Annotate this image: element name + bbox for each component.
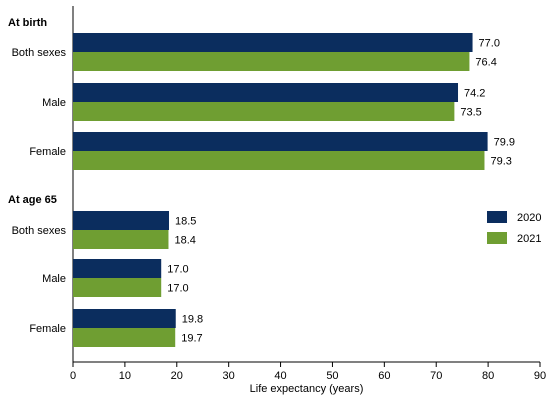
data-label: 77.0 (479, 38, 500, 50)
bar-2021 (73, 151, 485, 170)
legend-swatch-2020 (487, 211, 507, 223)
bar-2020 (73, 211, 169, 230)
x-tick-label: 80 (482, 370, 494, 382)
x-axis-title: Life expectancy (years) (250, 383, 364, 395)
x-tick-label: 10 (119, 370, 131, 382)
x-tick-label: 70 (430, 370, 442, 382)
x-tick-label: 40 (274, 370, 286, 382)
data-label: 73.5 (460, 107, 481, 119)
data-label: 79.3 (490, 156, 511, 168)
bar-2021 (73, 102, 455, 121)
bar-2021 (73, 52, 470, 71)
bar-2020 (73, 132, 488, 151)
data-label: 79.9 (494, 137, 515, 149)
x-tick-label: 0 (70, 370, 76, 382)
group-label: At age 65 (8, 194, 57, 206)
bar-2021 (73, 328, 176, 347)
category-label: Both sexes (12, 47, 67, 59)
category-label: Male (42, 273, 66, 285)
category-label: Male (42, 97, 66, 109)
bar-2020 (73, 83, 459, 102)
x-tick-label: 30 (223, 370, 235, 382)
data-label: 74.2 (464, 88, 485, 100)
bar-2020 (73, 309, 176, 328)
bar-2021 (73, 278, 162, 297)
category-label: Female (29, 323, 66, 335)
data-label: 18.4 (174, 235, 195, 247)
data-label: 17.0 (167, 264, 188, 276)
data-label: 19.7 (181, 333, 202, 345)
legend-label: 2021 (517, 233, 541, 245)
bar-2020 (73, 33, 473, 52)
x-tick-label: 50 (326, 370, 338, 382)
x-tick-label: 20 (171, 370, 183, 382)
x-tick-label: 60 (378, 370, 390, 382)
legend-label: 2020 (517, 212, 541, 224)
bar-2021 (73, 230, 169, 249)
data-label: 18.5 (175, 216, 196, 228)
x-tick-label: 90 (534, 370, 546, 382)
group-label: At birth (8, 17, 47, 29)
data-label: 17.0 (167, 283, 188, 295)
legend-swatch-2021 (487, 232, 507, 244)
data-label: 76.4 (475, 57, 496, 69)
plot-area: At birth Both sexes 77.0 76.4 Male 74.2 73.5 Fe… (8, 6, 546, 395)
data-label: 19.8 (182, 314, 203, 326)
category-label: Both sexes (12, 225, 67, 237)
bar-2020 (73, 259, 162, 278)
category-label: Female (29, 146, 66, 158)
